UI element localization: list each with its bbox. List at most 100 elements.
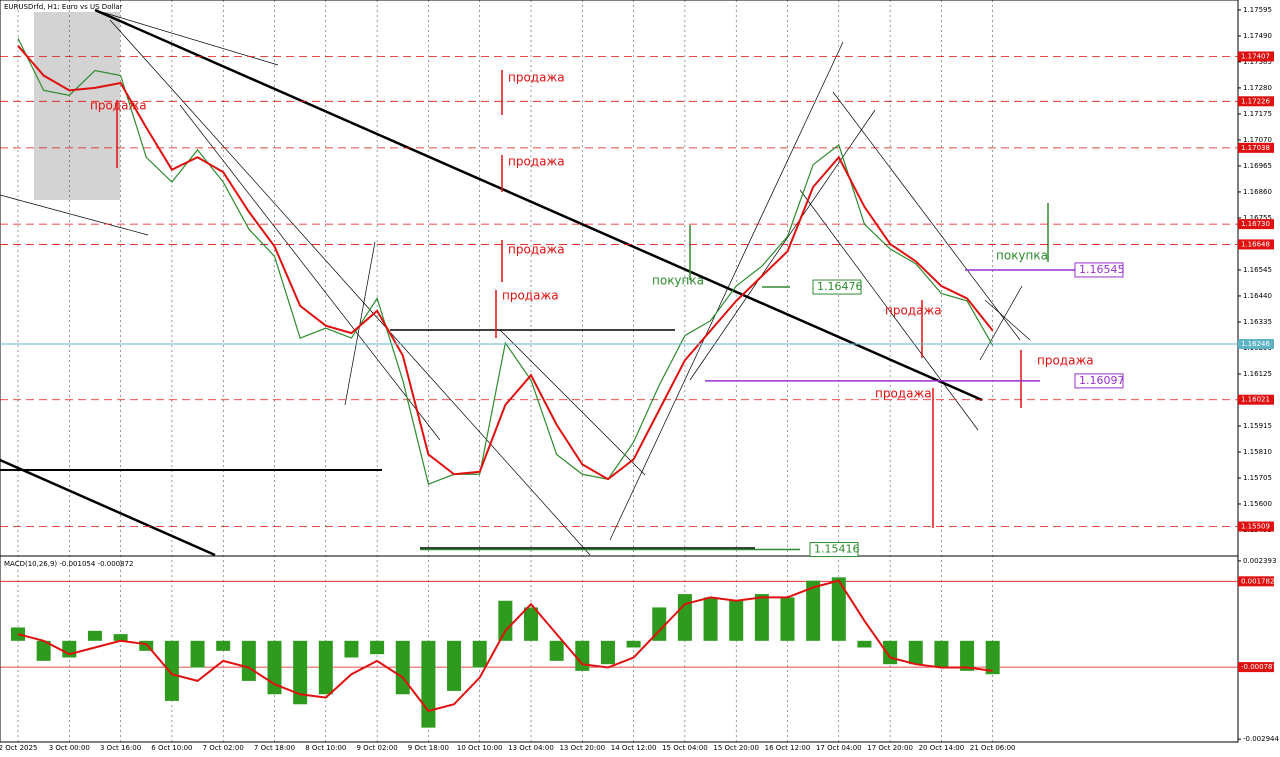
x-tick-label: 14 Oct 12:00 xyxy=(611,744,657,752)
trend-line xyxy=(94,9,279,66)
x-tick-label: 21 Oct 06:00 xyxy=(970,744,1016,752)
level-label: 1.17226 xyxy=(1241,97,1270,105)
level-tag xyxy=(1238,394,1274,405)
series-line xyxy=(17,38,994,485)
trend-line xyxy=(832,91,1021,341)
annotation: продажа xyxy=(508,71,565,85)
level-label: 0.001782 xyxy=(1241,577,1274,585)
histogram-bar xyxy=(139,640,154,651)
x-tick-label: 9 Oct 02:00 xyxy=(357,744,398,752)
y-tick-label: 1.15810 xyxy=(1243,448,1272,456)
highlight-box xyxy=(34,12,120,200)
x-tick-label: 16 Oct 12:00 xyxy=(765,744,811,752)
annotation: продажа xyxy=(875,387,932,401)
histogram-bar xyxy=(883,640,898,665)
trend-line xyxy=(499,329,646,476)
y-tick-label: 1.17175 xyxy=(1243,110,1272,118)
histogram-bar xyxy=(703,597,718,641)
x-tick-label: 8 Oct 10:00 xyxy=(305,744,346,752)
marked-label: 1.15416 xyxy=(814,543,860,556)
histogram-bar xyxy=(293,640,308,705)
series-line xyxy=(17,45,994,481)
trend-line xyxy=(609,41,844,541)
annotation: продажа xyxy=(508,243,565,257)
x-tick-label: 6 Oct 10:00 xyxy=(151,744,192,752)
histogram-bar xyxy=(652,607,667,641)
histogram-bar xyxy=(395,640,410,695)
marked-tag xyxy=(1074,373,1124,389)
y-tick-label: 1.16860 xyxy=(1243,188,1272,196)
y-tick-label: 1.16755 xyxy=(1243,214,1272,222)
level-label: 1.16021 xyxy=(1241,396,1270,404)
histogram-bar xyxy=(831,577,846,641)
x-tick-label: 3 Oct 00:00 xyxy=(49,744,90,752)
level-label: 1.17038 xyxy=(1241,144,1270,152)
histogram-bar xyxy=(216,640,231,651)
x-tick-label: 3 Oct 16:00 xyxy=(100,744,141,752)
histogram-bar xyxy=(857,640,872,648)
level-tag xyxy=(1238,239,1274,250)
y-tick-label: 1.17490 xyxy=(1243,32,1272,40)
x-tick-label: 17 Oct 20:00 xyxy=(867,744,913,752)
y-tick-label: 1.16335 xyxy=(1243,318,1272,326)
y-tick-label: 1.17070 xyxy=(1243,136,1272,144)
level-label: 1.16648 xyxy=(1241,240,1270,248)
annotation: продажа xyxy=(1037,354,1094,368)
histogram-bar xyxy=(600,640,615,665)
x-tick-label: 13 Oct 20:00 xyxy=(559,744,605,752)
x-tick-label: 9 Oct 18:00 xyxy=(408,744,449,752)
trend-line xyxy=(94,8,983,402)
annotation: покупка xyxy=(652,274,704,288)
trend-line xyxy=(0,458,216,557)
series-line xyxy=(17,579,993,713)
y-tick-label: 0.002393 xyxy=(1243,557,1276,565)
level-tag xyxy=(1238,51,1274,62)
histogram-bar xyxy=(344,640,359,658)
marked-label: 1.16097 xyxy=(1079,374,1125,387)
level-label: 1.16730 xyxy=(1241,220,1270,228)
y-tick-label: 1.17385 xyxy=(1243,58,1272,66)
histogram-bar xyxy=(190,640,205,668)
histogram-bar xyxy=(164,640,179,701)
x-tick-label: 7 Oct 02:00 xyxy=(203,744,244,752)
frame xyxy=(0,0,1239,743)
histogram-bar xyxy=(729,600,744,641)
trend-lines xyxy=(0,8,1031,557)
histogram-bar xyxy=(754,594,769,641)
x-tick-label: 13 Oct 04:00 xyxy=(508,744,554,752)
annotation: продажа xyxy=(90,99,147,113)
marked-tag xyxy=(1074,262,1124,278)
histogram-bar xyxy=(575,640,590,671)
x-tick-label: 20 Oct 14:00 xyxy=(919,744,965,752)
macd-title: MACD(10,26,9) -0.001054 -0.000872 xyxy=(4,560,133,568)
current-price: 1.16246 xyxy=(1241,340,1270,348)
x-tick-label: 17 Oct 04:00 xyxy=(816,744,862,752)
histogram-bar xyxy=(472,640,487,668)
trend-line xyxy=(689,109,876,381)
level-tag xyxy=(1238,219,1274,230)
marked-tag xyxy=(812,279,862,295)
signal-arrows xyxy=(116,70,1049,528)
y-tick-label: 1.17595 xyxy=(1243,6,1272,14)
trend-line xyxy=(0,194,149,236)
histogram-bar xyxy=(985,640,1000,675)
trend-line xyxy=(979,285,1023,361)
chart-title: EURUSDrfd, H1: Euro vs US Dollar xyxy=(4,3,123,11)
x-tick-label: 15 Oct 20:00 xyxy=(713,744,759,752)
x-tick-label: 10 Oct 10:00 xyxy=(457,744,503,752)
histogram-bar xyxy=(421,640,436,728)
trend-line xyxy=(799,189,979,431)
level-label: -0.000787 xyxy=(1241,663,1277,671)
y-tick-label: 1.15600 xyxy=(1243,500,1272,508)
y-tick-label: 1.15705 xyxy=(1243,474,1272,482)
histogram-bar xyxy=(241,640,256,681)
histogram-bar xyxy=(934,640,949,668)
y-tick-label: 1.16545 xyxy=(1243,266,1272,274)
annotation: продажа xyxy=(885,304,942,318)
marked-label: 1.16476 xyxy=(817,280,863,293)
histogram-bar xyxy=(960,640,975,671)
level-tag xyxy=(1238,576,1274,587)
histogram-bar xyxy=(677,594,692,641)
histogram-bar xyxy=(87,630,102,641)
